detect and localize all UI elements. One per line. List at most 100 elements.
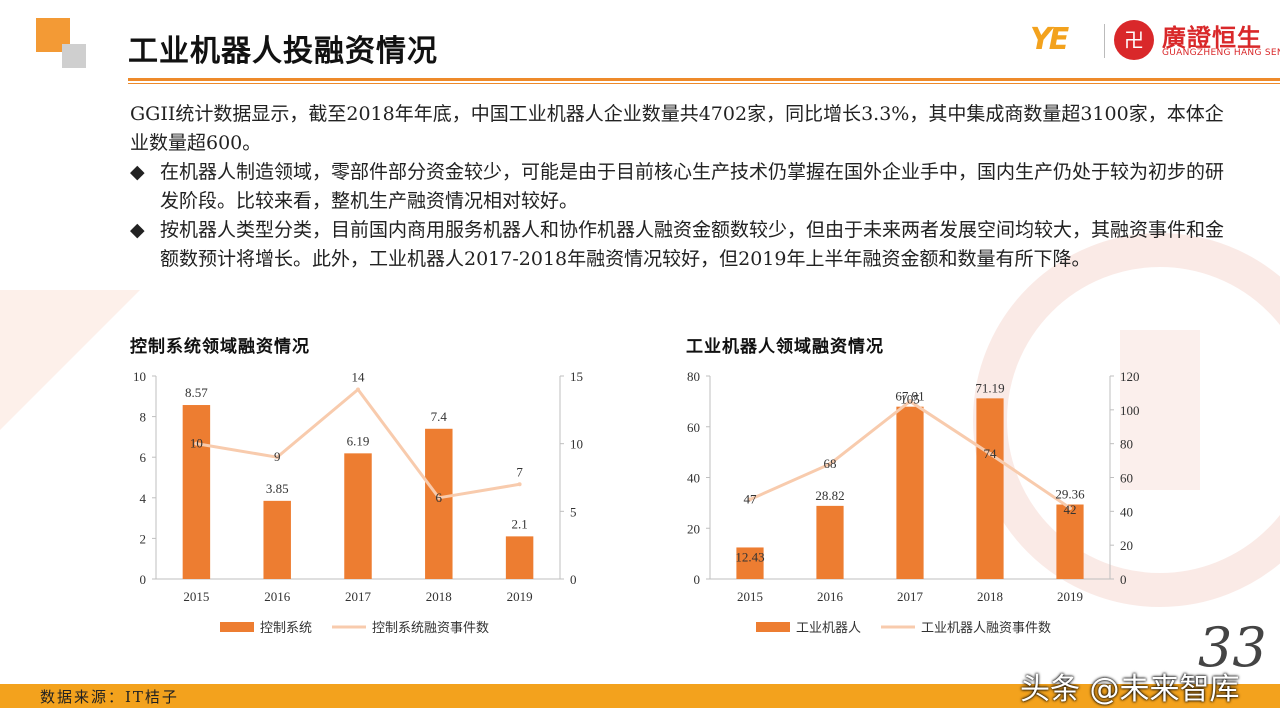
line-point — [828, 461, 832, 466]
y-right-tick-label: 10 — [570, 437, 583, 452]
data-source: 数据来源：IT桔子 — [40, 688, 179, 706]
chart-industrial-robots: 0 20 40 60 80 0 20 40 60 80 100 120 2015 2016 2017 2018… — [687, 369, 1140, 636]
line-data-label: 14 — [352, 370, 366, 385]
y-left-tick-label: 20 — [687, 521, 700, 536]
legend-label-bar: 控制系统 — [260, 621, 312, 636]
line-point — [436, 495, 441, 500]
bar-data-label: 8.57 — [185, 385, 208, 400]
line-point — [748, 497, 752, 502]
x-tick-label: 2015 — [183, 589, 209, 604]
page-number: 33 — [1198, 616, 1267, 679]
chart-title-industrial-robots: 工业机器人领域融资情况 — [686, 337, 884, 357]
body-text: GGII统计数据显示，截至2018年年底，中国工业机器人企业数量共4702家，同… — [130, 100, 1230, 274]
y-right-tick-label: 0 — [1120, 572, 1127, 587]
line-point — [194, 441, 199, 446]
line-data-label: 68 — [824, 456, 837, 471]
line-data-label: 42 — [1064, 502, 1077, 517]
bar-data-label: 29.36 — [1055, 486, 1085, 501]
y-left-tick-label: 0 — [694, 572, 701, 587]
intro-paragraph: GGII统计数据显示，截至2018年年底，中国工业机器人企业数量共4702家，同… — [130, 103, 1224, 154]
y-left-tick-label: 2 — [140, 531, 147, 546]
bar-2015 — [182, 405, 211, 579]
x-tick-label: 2018 — [426, 589, 452, 604]
bar-data-label: 28.82 — [815, 488, 844, 503]
chart-control-systems: 0 2 4 6 8 10 0 5 10 15 2015 2016 2017 2018 2019 8.57 3.8… — [133, 369, 583, 636]
footer-bar — [0, 684, 1280, 708]
bullet-text: 在机器人制造领域，零部件部分资金较少，可能是由于目前核心生产技术仍掌握在国外企业… — [160, 161, 1225, 212]
header-rule — [128, 78, 1280, 81]
x-tick-label: 2019 — [1057, 589, 1083, 604]
line-data-label: 7 — [516, 464, 523, 479]
y-right-tick-label: 60 — [1120, 471, 1133, 486]
y-right-tick-label: 15 — [570, 369, 583, 384]
watermark: 头条 @未来智库 — [1020, 672, 1240, 707]
legend-label-line: 控制系统融资事件数 — [372, 621, 489, 636]
y-left-tick-label: 4 — [140, 491, 147, 506]
bar-data-label: 67.91 — [895, 389, 924, 404]
page-title: 工业机器人投融资情况 — [128, 34, 438, 69]
x-tick-label: 2016 — [817, 589, 844, 604]
y-left-tick-label: 8 — [140, 410, 147, 425]
bar-data-label: 6.19 — [347, 433, 370, 448]
y-left-tick-label: 10 — [133, 369, 146, 384]
bar-data-label: 3.85 — [266, 481, 289, 496]
line-data-label: 9 — [274, 449, 281, 464]
brand-separator — [1104, 24, 1105, 58]
x-tick-label: 2019 — [507, 589, 533, 604]
x-tick-label: 2017 — [897, 589, 924, 604]
brand-seal-icon: 卍 — [1114, 20, 1154, 60]
legend-label-line: 工业机器人融资事件数 — [921, 621, 1051, 636]
line-point — [988, 451, 992, 456]
bar-data-label: 2.1 — [511, 516, 527, 531]
line-data-label: 6 — [436, 490, 443, 505]
legend-swatch-bar — [756, 622, 790, 632]
bar-2018 — [425, 428, 453, 579]
line-point — [275, 455, 280, 460]
line-point — [908, 399, 912, 404]
bar-2016 — [816, 505, 844, 579]
legend-label-bar: 工业机器人 — [796, 621, 861, 636]
y-left-tick-label: 0 — [140, 572, 147, 587]
y-right-tick-label: 100 — [1120, 403, 1140, 418]
bar-2019 — [1056, 504, 1084, 579]
x-tick-label: 2016 — [264, 589, 291, 604]
bar-2016 — [263, 500, 291, 579]
brand-name-en: GUANGZHENG HANG SENG — [1162, 48, 1280, 58]
line-data-label: 10 — [190, 436, 203, 451]
line-data-label: 47 — [744, 491, 758, 506]
logo-gray-square — [62, 44, 86, 68]
x-tick-label: 2018 — [977, 589, 1003, 604]
bullet-item: ◆ 在机器人制造领域，零部件部分资金较少，可能是由于目前核心生产技术仍掌握在国外… — [130, 158, 1230, 216]
bar-2017 — [896, 406, 924, 579]
y-right-tick-label: 0 — [570, 572, 577, 587]
y-right-tick-label: 20 — [1120, 538, 1133, 553]
bar-2015 — [736, 547, 764, 579]
line-point — [1068, 505, 1072, 510]
bar-2017 — [344, 453, 372, 579]
header-rule-thin — [128, 83, 1280, 84]
y-left-tick-label: 40 — [687, 471, 700, 486]
chart-title-control-systems: 控制系统领域融资情况 — [130, 337, 310, 357]
y-right-tick-label: 120 — [1120, 369, 1140, 384]
line-data-label: 74 — [984, 446, 998, 461]
y-left-tick-label: 60 — [687, 420, 700, 435]
legend-swatch-bar — [220, 622, 254, 632]
bullet-item: ◆ 按机器人类型分类，目前国内商用服务机器人和协作机器人融资金额数较少，但由于未… — [130, 216, 1230, 274]
y-left-tick-label: 80 — [687, 369, 700, 384]
line-point — [356, 387, 360, 392]
line-point — [517, 482, 522, 487]
bar-data-label: 71.19 — [975, 380, 1004, 395]
x-tick-label: 2017 — [345, 589, 372, 604]
y-right-tick-label: 40 — [1120, 504, 1133, 519]
bar-2018 — [976, 398, 1004, 579]
brand-ye-icon: YE — [1030, 22, 1069, 57]
diamond-bullet-icon: ◆ — [130, 219, 145, 241]
y-left-tick-label: 6 — [140, 450, 147, 465]
brand-name-cn: 廣證恒生 — [1162, 24, 1262, 52]
bar-data-label: 12.43 — [735, 549, 764, 564]
bar-data-label: 7.4 — [431, 409, 448, 424]
bar-2019 — [505, 536, 534, 579]
line-data-label: 105 — [900, 391, 920, 406]
bullet-text: 按机器人类型分类，目前国内商用服务机器人和协作机器人融资金额数较少，但由于未来两… — [160, 219, 1225, 270]
